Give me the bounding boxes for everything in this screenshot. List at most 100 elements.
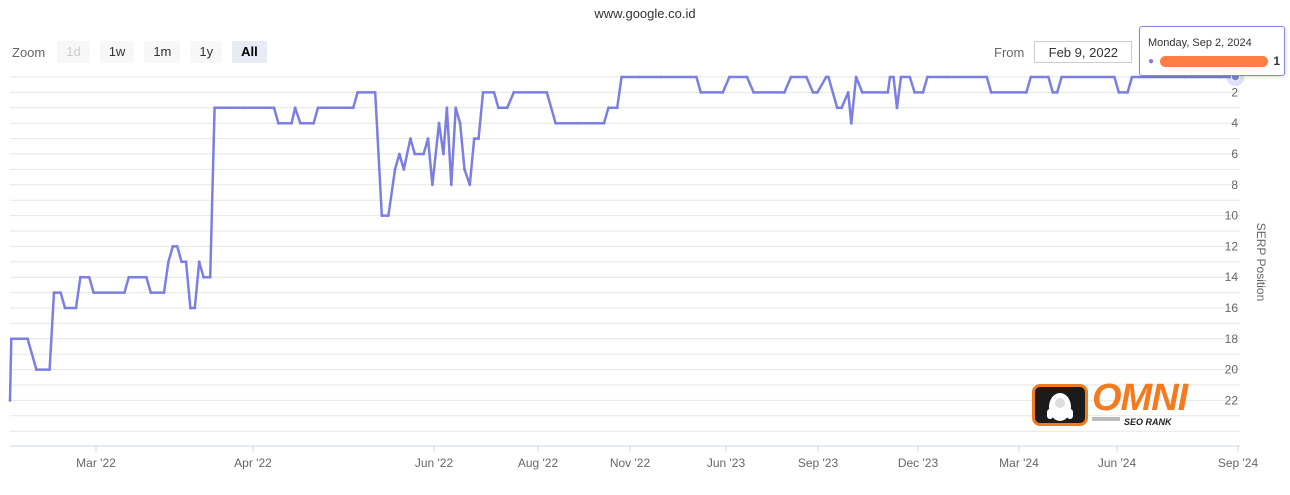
- data-point: [351, 106, 355, 110]
- x-tick-label: Nov '22: [610, 456, 651, 470]
- data-point: [127, 275, 131, 279]
- data-point: [175, 245, 179, 248]
- x-tick-label: Dec '23: [898, 456, 939, 470]
- data-point: [426, 137, 430, 141]
- redacted-series-label: [1160, 55, 1269, 67]
- zoom-1w-button[interactable]: 1w: [99, 41, 135, 63]
- from-date-input[interactable]: [1034, 41, 1133, 63]
- y-tick-label: 14: [1225, 270, 1239, 284]
- data-point: [481, 91, 485, 94]
- data-point: [860, 91, 864, 94]
- data-point: [74, 306, 78, 310]
- data-point: [63, 306, 67, 310]
- data-point: [492, 91, 496, 94]
- data-point: [512, 91, 516, 94]
- data-point: [789, 75, 793, 79]
- data-point: [48, 368, 51, 371]
- zoom-1y-button[interactable]: 1y: [190, 41, 223, 63]
- data-point: [607, 106, 610, 110]
- x-tick-label: Jun '23: [707, 456, 746, 470]
- data-point: [926, 75, 929, 79]
- chart-title: www.google.co.id: [594, 6, 696, 21]
- data-point: [1117, 91, 1121, 94]
- x-tick-label: Sep '24: [1218, 456, 1259, 470]
- data-point: [184, 260, 188, 264]
- data-point: [695, 75, 698, 79]
- data-point: [840, 106, 843, 110]
- data-point: [854, 75, 858, 79]
- data-point: [312, 121, 315, 125]
- data-point: [615, 106, 619, 110]
- data-point: [442, 152, 445, 156]
- data-point: [145, 275, 148, 279]
- data-point: [1029, 75, 1033, 79]
- y-tick-label: 20: [1225, 363, 1239, 377]
- y-tick-label: 16: [1225, 301, 1239, 315]
- data-point: [505, 106, 509, 110]
- data-point: [1218, 75, 1222, 79]
- data-point: [454, 106, 458, 110]
- data-point: [721, 91, 725, 94]
- data-point: [92, 291, 95, 294]
- y-tick-label: 4: [1231, 116, 1238, 130]
- x-tick-label: Apr '22: [234, 456, 272, 470]
- x-tick-label: Mar '24: [999, 456, 1039, 470]
- data-point: [637, 75, 641, 79]
- zoom-1m-button[interactable]: 1m: [144, 41, 181, 63]
- data-point: [1047, 75, 1050, 79]
- y-tick-label: 8: [1231, 178, 1238, 192]
- data-point: [659, 75, 663, 79]
- data-point: [193, 306, 197, 310]
- data-point: [52, 291, 56, 294]
- data-point: [189, 306, 192, 310]
- x-tick-label: Mar '22: [76, 456, 116, 470]
- mascot-icon: [1032, 384, 1088, 426]
- data-point: [602, 121, 606, 125]
- data-point: [409, 137, 412, 141]
- data-point: [26, 337, 29, 341]
- data-point: [899, 75, 903, 79]
- data-point: [445, 106, 449, 110]
- data-point: [398, 152, 401, 156]
- y-tick-label: 22: [1225, 393, 1239, 407]
- y-tick-label: 6: [1231, 147, 1238, 161]
- data-point: [458, 121, 462, 125]
- data-point: [277, 121, 280, 125]
- data-point: [380, 214, 384, 218]
- data-point: [576, 121, 579, 125]
- y-tick-label: 2: [1231, 85, 1238, 99]
- data-point: [1113, 75, 1116, 79]
- data-point: [373, 91, 377, 94]
- data-point: [208, 275, 212, 279]
- data-point: [299, 121, 302, 125]
- data-point: [1130, 75, 1134, 79]
- data-point: [413, 152, 417, 156]
- data-point: [783, 91, 786, 94]
- data-point: [123, 291, 126, 294]
- data-point: [805, 75, 808, 79]
- from-label: From: [994, 44, 1025, 60]
- data-point: [8, 399, 12, 402]
- zoom-1d-button[interactable]: 1d: [57, 41, 90, 63]
- data-point: [1183, 75, 1187, 79]
- data-point: [827, 75, 830, 79]
- data-point: [197, 260, 201, 264]
- data-point: [149, 291, 153, 294]
- data-point: [1055, 91, 1059, 94]
- data-point: [752, 91, 755, 94]
- data-point: [272, 106, 276, 110]
- zoom-all-button[interactable]: All: [232, 41, 267, 63]
- data-point: [846, 91, 850, 94]
- data-point: [402, 168, 406, 171]
- data-point: [213, 106, 217, 110]
- y-tick-label: 10: [1225, 209, 1239, 223]
- series-dot-icon: ●: [1148, 55, 1155, 67]
- zoom-controls: Zoom 1d 1w 1m 1y All: [12, 40, 277, 64]
- data-point: [728, 75, 731, 79]
- data-point: [437, 121, 441, 125]
- data-point: [985, 75, 989, 79]
- data-point: [921, 91, 925, 94]
- data-point: [356, 91, 359, 94]
- data-point: [1126, 91, 1129, 94]
